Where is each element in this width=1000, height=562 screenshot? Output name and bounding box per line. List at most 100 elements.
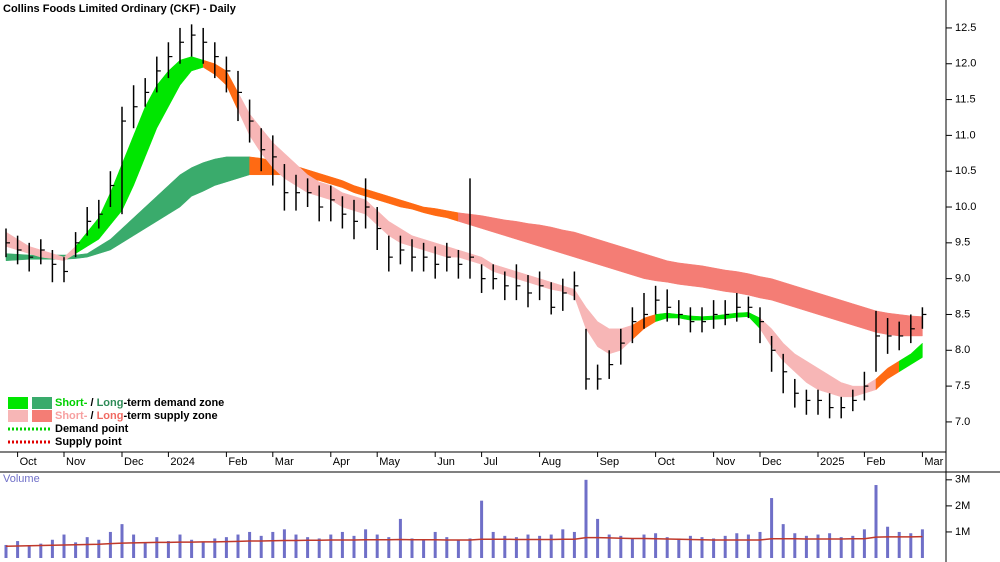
x-tick-label: May [379, 456, 400, 468]
volume-bar [132, 534, 136, 558]
volume-bar [317, 538, 321, 558]
x-tick-label: Feb [228, 456, 247, 468]
volume-bar [236, 534, 240, 558]
legend-label: Short- / Long-term demand zone [55, 397, 224, 409]
volume-bar [909, 533, 913, 558]
x-tick-label: Apr [333, 456, 350, 468]
volume-bar [166, 541, 170, 558]
legend-swatch [8, 410, 28, 422]
volume-bar [213, 538, 217, 558]
legend-text: Demand point [55, 423, 129, 435]
volume-tick-label: 3M [955, 474, 970, 486]
legend-text: Short- [55, 410, 88, 422]
volume-bar [804, 535, 808, 558]
volume-bar [190, 539, 194, 558]
volume-bar [491, 531, 495, 558]
volume-tick-label: 1M [955, 526, 970, 538]
volume-bar [27, 546, 31, 558]
volume-bar [886, 526, 890, 558]
volume-bar [4, 544, 8, 558]
x-tick-label: Feb [866, 456, 885, 468]
volume-bar [619, 535, 623, 558]
volume-bar [456, 539, 460, 558]
volume-bar [816, 534, 820, 558]
volume-bar [387, 537, 391, 558]
legend-swatch [32, 397, 52, 409]
volume-bar [259, 535, 263, 558]
volume-bar [746, 534, 750, 558]
volume-bar [851, 535, 855, 558]
y-tick-label: 11.5 [955, 93, 976, 105]
y-tick-label: 11.0 [955, 129, 976, 141]
volume-bar [723, 535, 727, 558]
volume-bar [39, 543, 43, 558]
x-tick-label: Sep [600, 456, 620, 468]
volume-average [5, 535, 923, 548]
volume-bar [897, 531, 901, 558]
x-tick-label: Dec [762, 456, 782, 468]
x-tick-label: Mar [275, 456, 294, 468]
volume-bar [839, 537, 843, 558]
volume-bar [74, 542, 78, 558]
volume-bar [561, 529, 565, 558]
volume-bar [375, 534, 379, 558]
volume-bar [480, 500, 484, 558]
long-term-zone [458, 212, 923, 337]
volume-bar [62, 534, 66, 558]
legend-text: Long [97, 397, 124, 409]
x-tick-label: Nov [716, 456, 736, 468]
volume-bar [97, 539, 101, 558]
volume-bar [85, 537, 89, 558]
y-tick-label: 12.5 [955, 22, 976, 34]
y-tick-label: 7.0 [955, 416, 970, 428]
volume-bar [445, 537, 449, 558]
volume-bar [665, 537, 669, 558]
volume-bar [700, 537, 704, 558]
legend-text: -term demand zone [123, 397, 224, 409]
volume-bar [596, 518, 600, 558]
volume-bar [410, 538, 414, 558]
volume-bar [16, 541, 20, 558]
volume-bar [549, 534, 553, 558]
legend-text: Long [97, 410, 124, 422]
legend-label: Supply point [55, 436, 122, 448]
x-tick-label: 2025 [820, 456, 844, 468]
volume-bar [607, 534, 611, 558]
short-term-zone [898, 342, 923, 373]
x-tick-label: Dec [124, 456, 144, 468]
volume-bar [282, 529, 286, 558]
x-tick-label: 2024 [170, 456, 194, 468]
y-tick-label: 10.5 [955, 165, 976, 177]
y-tick-label: 7.5 [955, 380, 970, 392]
volume-bar [712, 538, 716, 558]
volume-bar [538, 535, 542, 558]
x-tick-label: Oct [658, 456, 675, 468]
volume-bar [248, 531, 252, 558]
legend-text: -term supply zone [123, 410, 217, 422]
volume-bar [758, 531, 762, 558]
x-tick-label: Aug [542, 456, 562, 468]
volume-bar [50, 539, 54, 558]
volume-bar [770, 498, 774, 558]
legend-text: Supply point [55, 436, 122, 448]
y-tick-label: 10.0 [955, 201, 976, 213]
volume-bar [120, 524, 124, 558]
volume-bar [468, 538, 472, 558]
volume-title: Volume [3, 473, 40, 485]
x-tick-label: Oct [20, 456, 37, 468]
x-tick-label: Jun [437, 456, 455, 468]
volume-bar [630, 538, 634, 558]
legend-text: / [87, 397, 96, 409]
volume-bar [526, 534, 530, 558]
volume-bar [781, 524, 785, 558]
x-tick-label: Mar [924, 456, 943, 468]
volume-bar [584, 479, 588, 558]
legend-label: Short- / Long-term supply zone [55, 410, 218, 422]
volume-bar [155, 537, 159, 558]
y-tick-label: 9.5 [955, 237, 970, 249]
volume-bar [654, 533, 658, 558]
volume-bar [874, 485, 878, 558]
legend-text: / [87, 410, 96, 422]
